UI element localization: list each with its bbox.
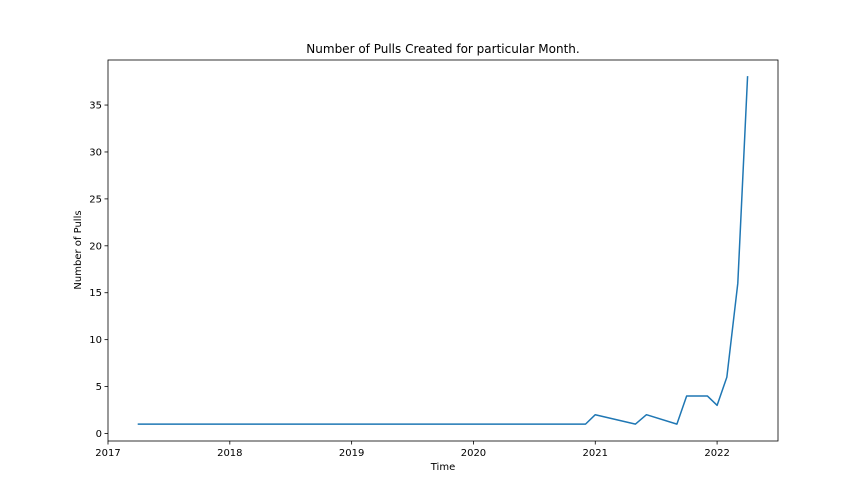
y-tick-label: 20 [89,241,102,252]
x-tick-label: 2019 [339,448,364,459]
y-tick-label: 25 [89,194,102,205]
series-line-pulls [137,76,749,425]
y-tick-label: 5 [96,382,102,393]
y-tick-label: 10 [89,335,102,346]
y-tick-label: 35 [89,101,102,112]
y-tick-label: 15 [89,288,102,299]
y-tick-label: 0 [96,429,102,440]
plot-frame [107,59,779,442]
x-tick-label: 2018 [217,448,242,459]
x-axis-label: Time [430,462,455,473]
x-tick-label: 2020 [461,448,486,459]
x-tick-label: 2017 [95,448,120,459]
x-tick-label: 2021 [583,448,608,459]
y-tick-label: 30 [89,147,102,158]
series-layer [137,76,749,425]
y-axis-label: Number of Pulls [73,210,84,289]
ticks-layer: 2017 2018 2019 2020 2021 2022 0 5 10 15 20 25 30 35 [89,101,730,459]
x-tick-label: 2022 [704,448,729,459]
chart-title: Number of Pulls Created for particular M… [306,42,579,56]
